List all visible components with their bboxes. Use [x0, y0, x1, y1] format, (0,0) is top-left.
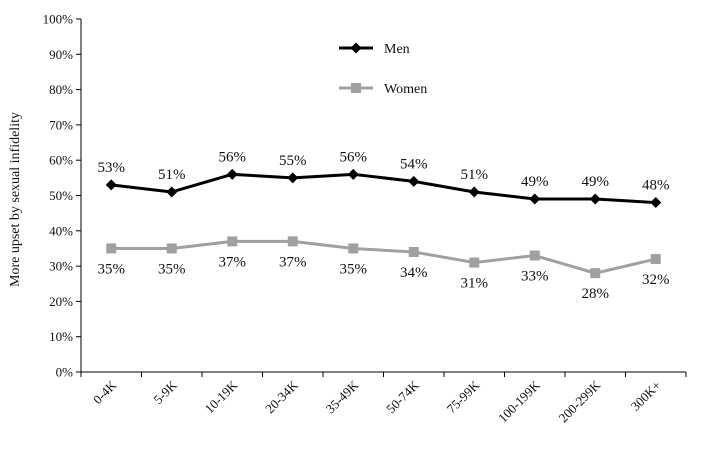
- data-point: [408, 246, 419, 257]
- data-label: 55%: [279, 153, 307, 169]
- data-label: 33%: [521, 269, 549, 285]
- data-point: [106, 243, 117, 254]
- data-point: [469, 257, 480, 268]
- y-tick-label: 30%: [49, 259, 73, 274]
- legend-marker: [350, 42, 362, 54]
- data-point: [529, 250, 540, 261]
- data-point: [105, 179, 117, 191]
- y-tick-label: 0%: [56, 365, 74, 380]
- data-label: 51%: [461, 167, 489, 183]
- x-tick-label: 50-74K: [383, 377, 422, 416]
- data-label: 49%: [521, 174, 549, 190]
- legend-label: Women: [384, 82, 427, 97]
- x-axis-ticks: 0-4K 5-9K 10-19K 20-34K 35-49K 50-74K 75-99K 10…: [80, 372, 687, 425]
- data-label: 37%: [279, 254, 307, 270]
- data-label: 49%: [582, 174, 610, 190]
- y-axis-ticks: 0% 10% 20% 30% 40% 50% 60% 70% 80% 90% 100%: [43, 12, 81, 380]
- legend: Men Women: [339, 42, 427, 97]
- data-label: 56%: [219, 149, 247, 165]
- legend-item-women: Women: [339, 82, 427, 97]
- legend-marker: [351, 83, 361, 93]
- data-label: 56%: [340, 149, 368, 165]
- data-label: 35%: [98, 261, 126, 277]
- series-women: 35% 35% 37% 37% 35% 34% 31% 33% 28% 32%: [98, 236, 670, 302]
- y-tick-label: 90%: [49, 47, 73, 62]
- data-point: [589, 193, 601, 205]
- x-tick-label: 35-49K: [323, 377, 362, 416]
- x-tick-label: 0-4K: [90, 377, 120, 407]
- series-line: [111, 239, 657, 275]
- data-point: [408, 175, 420, 187]
- series-line: [111, 172, 656, 205]
- x-tick-label: 100-199K: [495, 377, 543, 425]
- data-label: 51%: [158, 167, 186, 183]
- y-tick-label: 10%: [49, 329, 73, 344]
- data-label: 54%: [400, 156, 428, 172]
- legend-item-men: Men: [339, 42, 410, 57]
- legend-label: Men: [384, 42, 410, 57]
- x-tick-label: 10-19K: [202, 377, 241, 416]
- data-label: 31%: [461, 276, 489, 292]
- x-tick-label: 300K+: [628, 378, 664, 414]
- series-group: 53% 51%56% 55% 56% 54%51% 49% 49% 48%35% 35% 37% 3…: [98, 149, 670, 302]
- data-label: 32%: [642, 272, 670, 288]
- data-point: [348, 243, 359, 254]
- y-tick-label: 50%: [49, 188, 73, 203]
- x-tick-label: 200-299K: [555, 377, 603, 425]
- data-point: [529, 193, 541, 205]
- y-tick-label: 60%: [49, 153, 73, 168]
- x-tick-label: 75-99K: [444, 377, 483, 416]
- data-point: [347, 168, 359, 180]
- data-point: [166, 186, 178, 198]
- x-tick-label: 20-34K: [262, 377, 301, 416]
- data-label: 37%: [219, 254, 247, 270]
- data-label: 53%: [98, 160, 126, 176]
- data-point: [287, 236, 298, 247]
- data-label: 48%: [642, 178, 670, 194]
- y-tick-label: 40%: [49, 223, 73, 238]
- data-point: [166, 243, 177, 254]
- series-men: 53% 51% 56% 55% 56% 54% 51% 49% 49% 48%: [98, 149, 670, 209]
- y-tick-label: 20%: [49, 294, 73, 309]
- y-axis-label: More upset by sexual infidelity: [8, 112, 23, 287]
- data-point: [650, 197, 662, 209]
- data-label: 34%: [400, 265, 428, 281]
- data-point: [226, 168, 238, 180]
- data-label: 35%: [340, 261, 368, 277]
- data-label: 28%: [582, 286, 610, 302]
- data-point: [590, 268, 601, 279]
- data-point: [650, 254, 661, 265]
- y-tick-label: 70%: [49, 117, 73, 132]
- data-point: [468, 186, 480, 198]
- x-tick-label: 5-9K: [150, 377, 180, 407]
- data-label: 35%: [158, 261, 186, 277]
- y-tick-label: 100%: [43, 12, 74, 27]
- data-point: [227, 236, 238, 247]
- y-tick-label: 80%: [49, 82, 73, 97]
- data-point: [287, 172, 299, 184]
